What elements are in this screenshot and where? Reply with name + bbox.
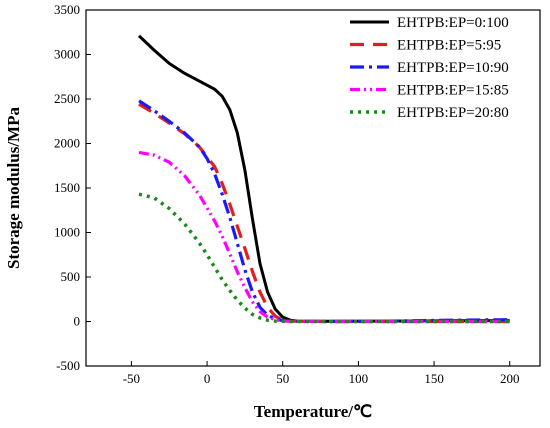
legend: EHTPB:EP=0:100 EHTPB:EP=5:95 EHTPB:EP=10:9… — [350, 15, 509, 121]
series-line-3 — [138, 99, 510, 324]
y-axis-title: Storage modulus/MPa — [4, 107, 23, 269]
x-tick-label: -50 — [123, 371, 140, 386]
legend-label-1: EHTPB:EP=0:100 — [397, 15, 509, 31]
x-tick-label: 50 — [276, 371, 289, 386]
legend-label-3: EHTPB:EP=10:90 — [397, 60, 509, 76]
y-tick-label: 2000 — [54, 136, 80, 151]
ticks: -50 0 50 100 150 200-500050010001500200025003… — [54, 2, 519, 386]
x-tick-label: 150 — [424, 371, 444, 386]
y-tick-label: -500 — [56, 358, 80, 373]
y-tick-label: 2500 — [54, 91, 80, 106]
y-tick-label: 0 — [74, 314, 81, 329]
x-tick-label: 0 — [204, 371, 211, 386]
y-tick-label: 1500 — [54, 180, 80, 195]
series-line-1 — [137, 34, 510, 323]
series-line-2 — [138, 102, 510, 324]
legend-label-5: EHTPB:EP=20:80 — [397, 105, 509, 121]
series-line-4 — [138, 150, 510, 324]
legend-label-4: EHTPB:EP=15:85 — [397, 83, 509, 99]
x-tick-label: 200 — [500, 371, 520, 386]
x-axis-title: Temperature/℃ — [254, 402, 372, 421]
series-line-5 — [138, 192, 510, 324]
y-tick-label: 3000 — [54, 47, 80, 62]
series-layer — [137, 34, 510, 324]
y-tick-label: 500 — [61, 269, 81, 284]
x-tick-label: 100 — [349, 371, 369, 386]
y-tick-label: 1000 — [54, 225, 80, 240]
legend-label-2: EHTPB:EP=5:95 — [397, 38, 501, 54]
y-tick-label: 3500 — [54, 2, 80, 17]
